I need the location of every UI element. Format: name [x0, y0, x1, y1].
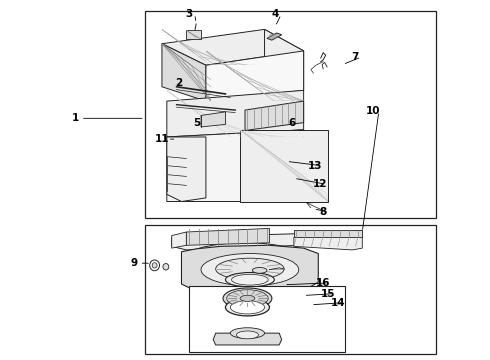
Polygon shape	[206, 51, 304, 101]
Polygon shape	[172, 234, 318, 250]
Text: 11: 11	[155, 134, 169, 144]
Ellipse shape	[227, 290, 268, 307]
Ellipse shape	[181, 243, 309, 279]
Polygon shape	[213, 333, 282, 345]
Ellipse shape	[201, 253, 299, 286]
Ellipse shape	[223, 288, 272, 309]
Ellipse shape	[152, 263, 157, 268]
Polygon shape	[181, 245, 318, 294]
Polygon shape	[294, 230, 362, 250]
Polygon shape	[267, 33, 282, 40]
Polygon shape	[167, 137, 206, 202]
Text: 14: 14	[331, 298, 345, 308]
Ellipse shape	[225, 299, 270, 316]
Ellipse shape	[150, 260, 159, 271]
Polygon shape	[294, 230, 362, 237]
Bar	[240, 130, 328, 202]
Text: 4: 4	[271, 9, 279, 19]
Ellipse shape	[237, 331, 258, 339]
Ellipse shape	[225, 273, 274, 287]
Polygon shape	[245, 101, 304, 131]
Polygon shape	[162, 30, 304, 65]
Ellipse shape	[230, 328, 265, 338]
Ellipse shape	[252, 267, 267, 273]
Text: 1: 1	[72, 113, 78, 123]
Text: 2: 2	[175, 78, 183, 88]
Bar	[145, 225, 436, 354]
Polygon shape	[172, 232, 186, 248]
Text: 12: 12	[313, 179, 327, 189]
Polygon shape	[167, 90, 304, 137]
Ellipse shape	[232, 274, 268, 285]
Text: 13: 13	[308, 161, 322, 171]
Text: 8: 8	[319, 207, 327, 217]
Text: 7: 7	[352, 52, 359, 62]
Ellipse shape	[163, 264, 169, 270]
Text: 10: 10	[366, 106, 380, 116]
Bar	[189, 286, 345, 352]
Text: 9: 9	[130, 258, 137, 268]
Text: 6: 6	[289, 118, 296, 128]
Bar	[186, 30, 201, 39]
Text: 5: 5	[194, 118, 201, 128]
Polygon shape	[186, 228, 270, 245]
Bar	[145, 12, 436, 218]
Text: 3: 3	[185, 9, 193, 19]
Ellipse shape	[216, 258, 284, 280]
Ellipse shape	[240, 295, 255, 301]
Polygon shape	[167, 130, 304, 202]
Polygon shape	[201, 112, 225, 127]
Polygon shape	[162, 44, 206, 101]
Text: 15: 15	[321, 289, 335, 299]
Polygon shape	[265, 30, 304, 90]
Ellipse shape	[230, 301, 265, 314]
Text: 16: 16	[316, 278, 330, 288]
